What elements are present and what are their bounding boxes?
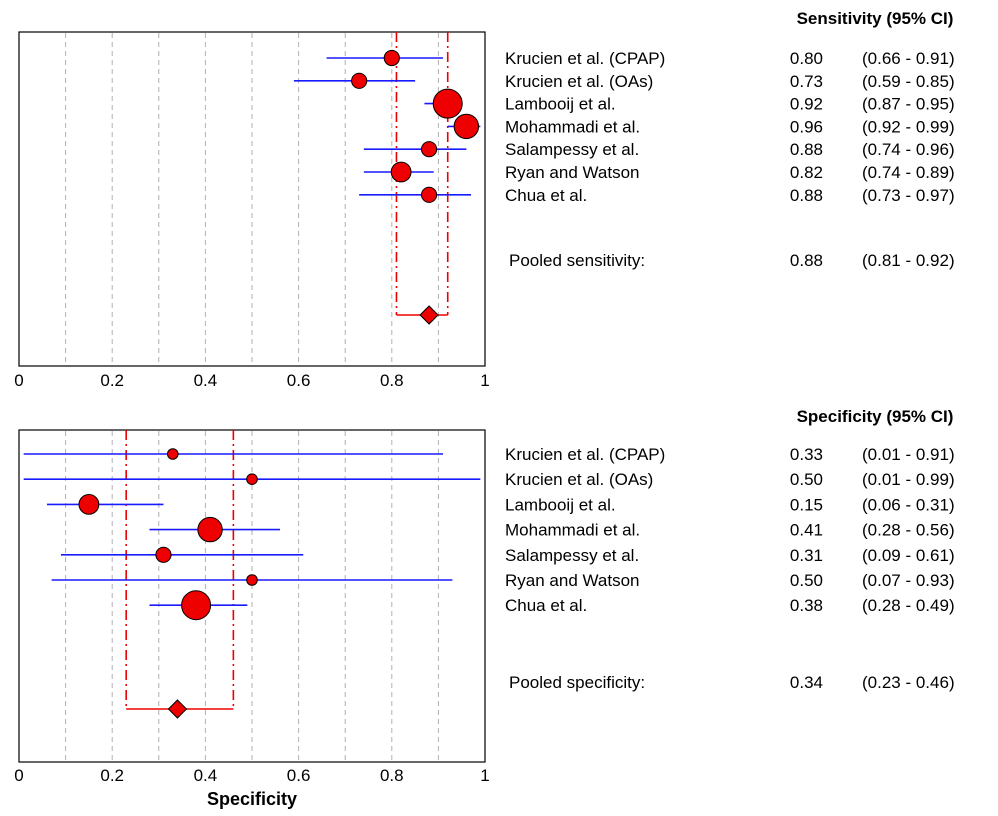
- study-name: Lambooij et al.: [505, 95, 616, 114]
- x-tick-label: 1: [480, 766, 489, 785]
- study-estimate: 0.96: [790, 117, 823, 136]
- panel-header: Sensitivity (95% CI): [797, 9, 954, 28]
- study-point: [197, 516, 223, 543]
- study-name: Krucien et al. (CPAP): [505, 445, 665, 464]
- study-name: Krucien et al. (CPAP): [505, 49, 665, 68]
- x-tick-label: 0: [14, 371, 23, 390]
- x-tick-label: 0.8: [380, 766, 404, 785]
- study-estimate: 0.50: [790, 470, 823, 489]
- study-point: [453, 113, 480, 140]
- pooled-estimate: 0.88: [790, 251, 823, 270]
- study-ci-text: (0.01 - 0.91): [862, 445, 955, 464]
- study-point: [383, 49, 400, 67]
- study-estimate: 0.88: [790, 140, 823, 159]
- x-tick-label: 0.2: [100, 766, 124, 785]
- study-name: Mohammadi et al.: [505, 117, 640, 136]
- x-tick-label: 0.6: [287, 371, 311, 390]
- study-estimate: 0.92: [790, 95, 823, 114]
- study-point: [351, 72, 368, 89]
- study-estimate: 0.15: [790, 495, 823, 514]
- study-point: [246, 574, 258, 586]
- study-name: Salampessy et al.: [505, 546, 639, 565]
- study-point: [166, 448, 179, 460]
- study-name: Krucien et al. (OAs): [505, 470, 653, 489]
- study-estimate: 0.73: [790, 72, 823, 91]
- study-name: Lambooij et al.: [505, 495, 616, 514]
- study-ci-text: (0.92 - 0.99): [862, 117, 955, 136]
- study-estimate: 0.41: [790, 521, 823, 540]
- study-point: [390, 161, 412, 183]
- study-point: [181, 590, 212, 621]
- plot-frame: [18, 31, 486, 367]
- study-estimate: 0.88: [790, 186, 823, 205]
- study-ci-text: (0.74 - 0.89): [862, 163, 955, 182]
- study-point: [78, 494, 100, 515]
- study-estimate: 0.33: [790, 445, 823, 464]
- study-ci-text: (0.74 - 0.96): [862, 140, 955, 159]
- study-name: Krucien et al. (OAs): [505, 72, 653, 91]
- study-name: Chua et al.: [505, 186, 587, 205]
- study-point: [155, 546, 172, 563]
- pooled-ci-text: (0.23 - 0.46): [862, 673, 955, 692]
- study-point: [420, 141, 438, 158]
- x-axis-title: Specificity: [207, 789, 297, 809]
- study-ci-text: (0.59 - 0.85): [862, 72, 955, 91]
- study-point: [432, 88, 463, 119]
- pooled-estimate-diamond: [167, 699, 188, 719]
- x-tick-label: 0: [14, 766, 23, 785]
- study-point: [246, 473, 258, 486]
- pooled-ci-text: (0.81 - 0.92): [862, 251, 955, 270]
- x-tick-label: 1: [480, 371, 489, 390]
- panel-header: Specificity (95% CI): [797, 407, 954, 426]
- pooled-estimate: 0.34: [790, 673, 823, 692]
- x-tick-label: 0.8: [380, 371, 404, 390]
- pooled-label: Pooled specificity:: [509, 673, 645, 692]
- study-ci-text: (0.06 - 0.31): [862, 495, 955, 514]
- study-name: Ryan and Watson: [505, 571, 640, 590]
- x-tick-label: 0.4: [194, 371, 218, 390]
- study-estimate: 0.31: [790, 546, 823, 565]
- study-ci-text: (0.28 - 0.49): [862, 596, 955, 615]
- study-estimate: 0.50: [790, 571, 823, 590]
- x-tick-label: 0.4: [194, 766, 218, 785]
- study-ci-text: (0.73 - 0.97): [862, 186, 955, 205]
- study-ci-text: (0.87 - 0.95): [862, 95, 955, 114]
- x-tick-label: 0.6: [287, 766, 311, 785]
- x-tick-label: 0.2: [100, 371, 124, 390]
- study-point: [420, 186, 438, 203]
- study-name: Mohammadi et al.: [505, 521, 640, 540]
- study-ci-text: (0.07 - 0.93): [862, 571, 955, 590]
- plot-frame: [18, 429, 486, 763]
- study-ci-text: (0.66 - 0.91): [862, 49, 955, 68]
- study-estimate: 0.82: [790, 163, 823, 182]
- study-ci-text: (0.09 - 0.61): [862, 546, 955, 565]
- pooled-estimate-diamond: [419, 305, 439, 325]
- study-ci-text: (0.28 - 0.56): [862, 521, 955, 540]
- study-estimate: 0.38: [790, 596, 823, 615]
- study-name: Ryan and Watson: [505, 163, 640, 182]
- study-estimate: 0.80: [790, 49, 823, 68]
- pooled-label: Pooled sensitivity:: [509, 251, 645, 270]
- study-name: Chua et al.: [505, 596, 587, 615]
- study-name: Salampessy et al.: [505, 140, 639, 159]
- study-ci-text: (0.01 - 0.99): [862, 470, 955, 489]
